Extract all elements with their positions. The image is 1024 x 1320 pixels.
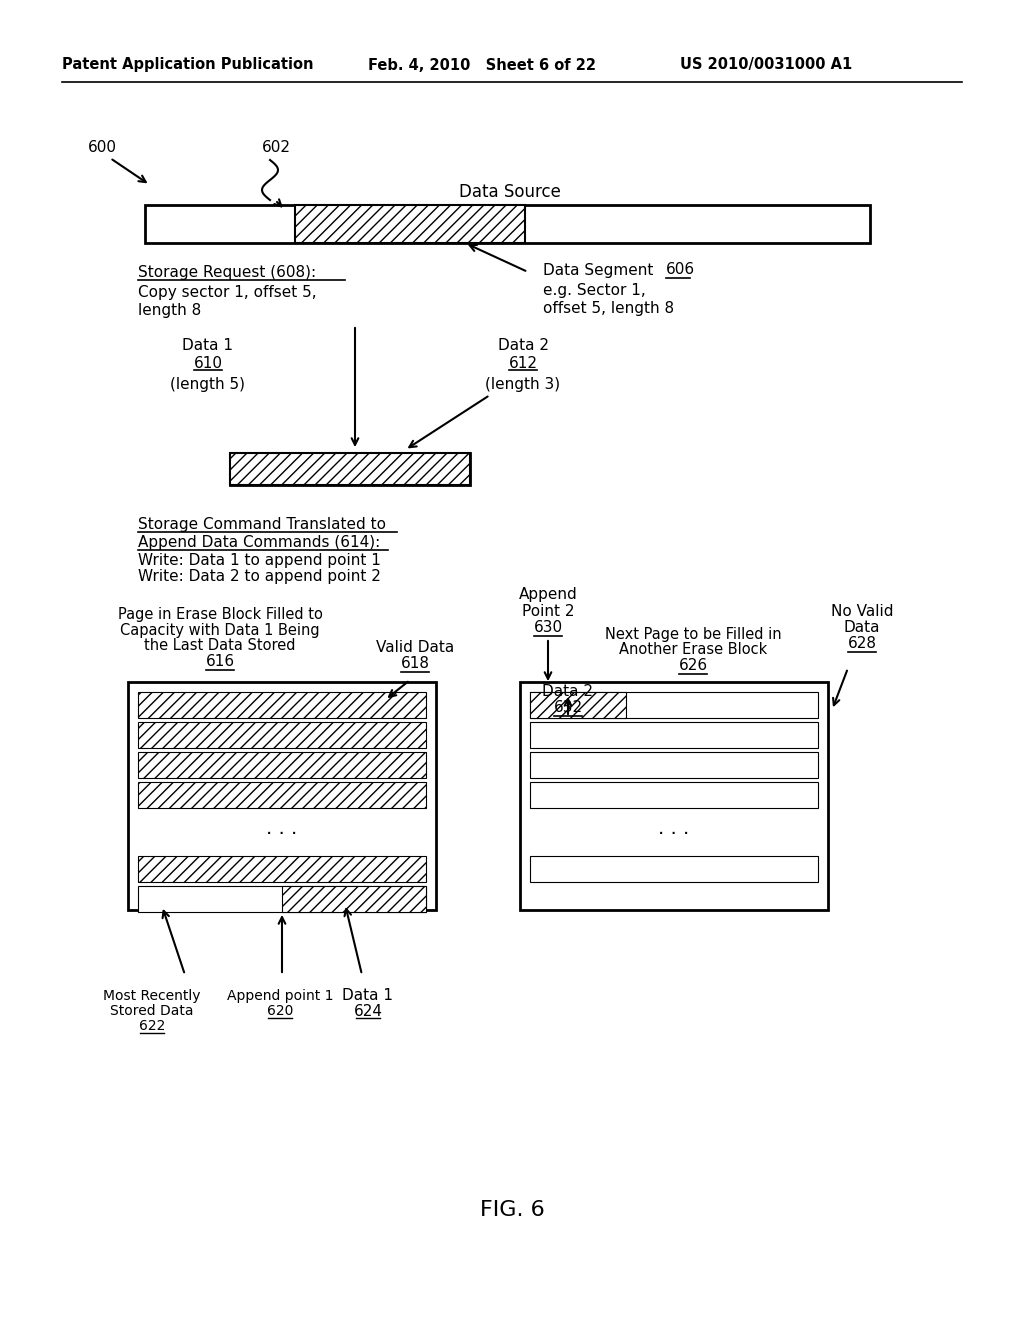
- Text: · · ·: · · ·: [266, 825, 298, 843]
- Text: 626: 626: [679, 659, 708, 673]
- Text: No Valid: No Valid: [830, 605, 893, 619]
- Text: 602: 602: [262, 140, 291, 156]
- Text: Data 2: Data 2: [543, 685, 594, 700]
- Bar: [530, 781, 818, 808]
- Bar: [530, 692, 626, 718]
- Text: Data 1: Data 1: [182, 338, 233, 354]
- Text: Copy sector 1, offset 5,: Copy sector 1, offset 5,: [138, 285, 316, 300]
- Text: 600: 600: [88, 140, 117, 156]
- Text: 612: 612: [509, 355, 538, 371]
- Bar: [145, 205, 870, 243]
- Text: (length 5): (length 5): [171, 376, 246, 392]
- Text: Stored Data: Stored Data: [111, 1005, 194, 1018]
- Bar: [138, 781, 426, 808]
- Bar: [530, 855, 818, 882]
- Text: Another Erase Block: Another Erase Block: [618, 643, 767, 657]
- Text: Data 2: Data 2: [498, 338, 549, 354]
- Text: 616: 616: [206, 655, 234, 669]
- Text: Capacity with Data 1 Being: Capacity with Data 1 Being: [120, 623, 319, 638]
- Text: (length 3): (length 3): [485, 376, 560, 392]
- Text: length 8: length 8: [138, 302, 202, 318]
- Text: Append point 1: Append point 1: [226, 989, 333, 1003]
- Bar: [138, 855, 426, 882]
- Text: Append Data Commands (614):: Append Data Commands (614):: [138, 535, 380, 549]
- Bar: [295, 205, 525, 243]
- Bar: [230, 453, 470, 484]
- Text: · · ·: · · ·: [658, 825, 689, 843]
- Text: Append: Append: [518, 587, 578, 602]
- Text: Data Segment: Data Segment: [543, 263, 658, 277]
- Text: Most Recently: Most Recently: [103, 989, 201, 1003]
- Text: Storage Request (608):: Storage Request (608):: [138, 264, 316, 280]
- Bar: [138, 692, 426, 718]
- Bar: [520, 682, 828, 909]
- Bar: [138, 886, 426, 912]
- Text: 630: 630: [534, 620, 562, 635]
- Text: e.g. Sector 1,: e.g. Sector 1,: [543, 282, 646, 297]
- Bar: [230, 453, 470, 484]
- Text: Next Page to be Filled in: Next Page to be Filled in: [605, 627, 781, 642]
- Text: 622: 622: [139, 1019, 165, 1034]
- Bar: [128, 682, 436, 909]
- Text: Storage Command Translated to: Storage Command Translated to: [138, 516, 386, 532]
- Text: Valid Data: Valid Data: [376, 640, 454, 656]
- Bar: [138, 752, 426, 777]
- Text: FIG. 6: FIG. 6: [479, 1200, 545, 1220]
- Text: 618: 618: [400, 656, 429, 672]
- Bar: [282, 886, 426, 912]
- Text: 624: 624: [353, 1003, 383, 1019]
- Text: 628: 628: [848, 636, 877, 652]
- Bar: [530, 752, 818, 777]
- Text: US 2010/0031000 A1: US 2010/0031000 A1: [680, 58, 852, 73]
- Text: Write: Data 1 to append point 1: Write: Data 1 to append point 1: [138, 553, 381, 568]
- Text: Point 2: Point 2: [522, 603, 574, 619]
- Bar: [138, 722, 426, 748]
- Bar: [530, 692, 818, 718]
- Text: 610: 610: [194, 355, 222, 371]
- Text: 606: 606: [666, 263, 695, 277]
- Text: Data: Data: [844, 620, 881, 635]
- Text: 632: 632: [553, 701, 583, 715]
- Text: Write: Data 2 to append point 2: Write: Data 2 to append point 2: [138, 569, 381, 583]
- Text: offset 5, length 8: offset 5, length 8: [543, 301, 674, 315]
- Text: the Last Data Stored: the Last Data Stored: [144, 639, 296, 653]
- Bar: [530, 722, 818, 748]
- Text: Data 1: Data 1: [342, 989, 393, 1003]
- Text: Page in Erase Block Filled to: Page in Erase Block Filled to: [118, 606, 323, 622]
- Text: 620: 620: [267, 1005, 293, 1018]
- Text: Data Source: Data Source: [459, 183, 561, 201]
- Text: Feb. 4, 2010   Sheet 6 of 22: Feb. 4, 2010 Sheet 6 of 22: [368, 58, 596, 73]
- Text: Patent Application Publication: Patent Application Publication: [62, 58, 313, 73]
